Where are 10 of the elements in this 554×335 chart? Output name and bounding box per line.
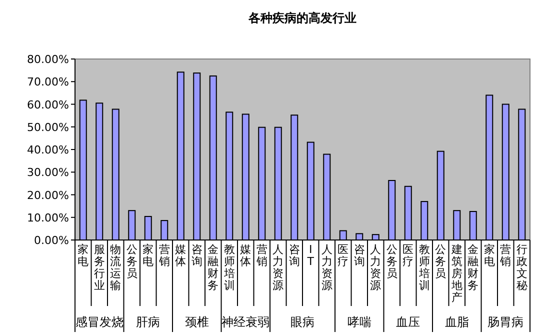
y-tick-label: 80.00% bbox=[27, 53, 69, 66]
y-tick-label: 10.00% bbox=[27, 211, 69, 224]
y-tick-label: 40.00% bbox=[27, 144, 69, 156]
y-tick-label: 50.00% bbox=[27, 120, 69, 134]
y-tick-label: 20.00% bbox=[27, 188, 69, 202]
y-tick-label: 60.00% bbox=[27, 98, 69, 112]
y-tick-label: 70.00% bbox=[27, 76, 69, 89]
y-tick-label: 0.00% bbox=[34, 234, 69, 247]
y-tick-label: 30.00% bbox=[27, 166, 69, 180]
title: 各种疾病的高发行业 bbox=[248, 11, 356, 25]
